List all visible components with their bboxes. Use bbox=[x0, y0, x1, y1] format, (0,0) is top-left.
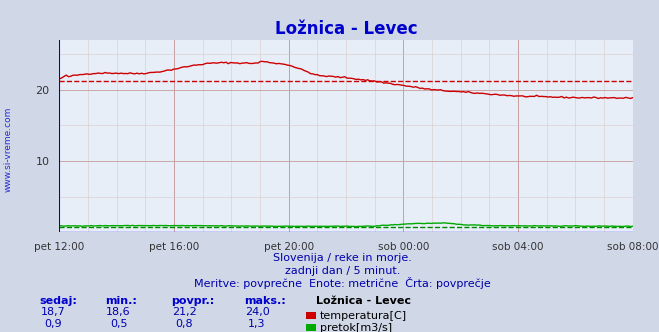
Text: Slovenija / reke in morje.: Slovenija / reke in morje. bbox=[273, 253, 412, 263]
Text: 21,2: 21,2 bbox=[172, 307, 197, 317]
Text: pretok[m3/s]: pretok[m3/s] bbox=[320, 323, 391, 332]
Text: min.:: min.: bbox=[105, 296, 137, 306]
Text: zadnji dan / 5 minut.: zadnji dan / 5 minut. bbox=[285, 266, 401, 276]
Text: 18,7: 18,7 bbox=[40, 307, 65, 317]
Text: Meritve: povprečne  Enote: metrične  Črta: povprečje: Meritve: povprečne Enote: metrične Črta:… bbox=[194, 277, 491, 289]
Title: Ložnica - Levec: Ložnica - Levec bbox=[275, 20, 417, 38]
Text: povpr.:: povpr.: bbox=[171, 296, 215, 306]
Text: 0,5: 0,5 bbox=[110, 319, 127, 329]
Text: temperatura[C]: temperatura[C] bbox=[320, 311, 407, 321]
Text: sedaj:: sedaj: bbox=[40, 296, 77, 306]
Text: 18,6: 18,6 bbox=[106, 307, 131, 317]
Text: www.si-vreme.com: www.si-vreme.com bbox=[3, 107, 13, 192]
Text: Ložnica - Levec: Ložnica - Levec bbox=[316, 296, 411, 306]
Text: 1,3: 1,3 bbox=[248, 319, 266, 329]
Text: 24,0: 24,0 bbox=[244, 307, 270, 317]
Text: 0,9: 0,9 bbox=[44, 319, 61, 329]
Text: maks.:: maks.: bbox=[244, 296, 285, 306]
Text: 0,8: 0,8 bbox=[176, 319, 193, 329]
